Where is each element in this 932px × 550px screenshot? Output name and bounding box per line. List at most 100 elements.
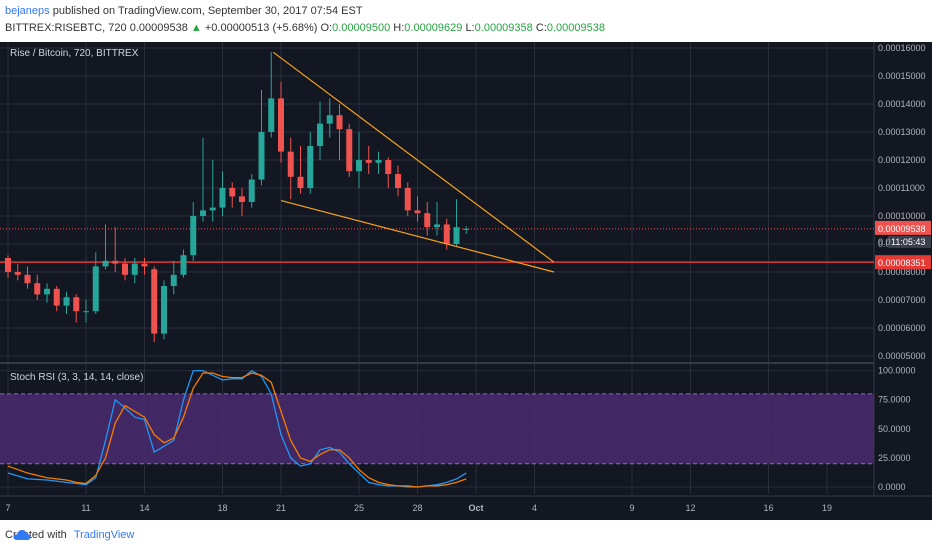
change-arrow-icon: ▲ (190, 22, 202, 34)
candle-body (5, 258, 11, 272)
chart-svg[interactable]: 0.00016000 0.00015000 0.00014000 0.00013000… (0, 42, 932, 520)
publish-header: bejaneps published on TradingView.com, S… (0, 0, 932, 42)
candle-body (112, 260, 119, 264)
candle-body (180, 255, 187, 275)
candle-body (209, 207, 216, 211)
candle-body (346, 129, 353, 172)
price-tick-label: 0.00016000 (878, 43, 926, 53)
partial-tick-label: 0.0 (878, 237, 891, 247)
price-change: +0.00000513 (+5.68%) (204, 22, 318, 34)
candle-body (404, 188, 411, 211)
price-tick-label: 0.00015000 (878, 71, 926, 81)
candle-body (365, 160, 372, 163)
candle-body (151, 269, 158, 334)
open-value: 0.00009500 (332, 22, 391, 34)
candle-body (161, 286, 167, 334)
candle-body (239, 196, 245, 202)
candle-body (395, 174, 401, 188)
time-tick-label: Oct (468, 503, 483, 513)
candle-body (34, 283, 41, 295)
time-tick-label: 4 (532, 503, 537, 513)
candle-body (463, 228, 470, 230)
candle-body (326, 115, 333, 124)
low-label: L: (465, 22, 475, 34)
candle-body (73, 297, 80, 312)
price-tick-label: 0.00008000 (878, 267, 926, 277)
low-value: 0.00009358 (474, 22, 533, 34)
time-tick-label: 18 (217, 503, 227, 513)
author-username[interactable]: bejaneps (5, 5, 50, 17)
candle-body (307, 146, 314, 188)
time-tick-label: 14 (139, 503, 149, 513)
candle-body (141, 263, 148, 267)
trendline-upper (272, 51, 555, 263)
rsi-tick-label: 100.0000 (878, 366, 916, 376)
time-tick-label: 21 (276, 503, 286, 513)
close-value: 0.00009538 (546, 22, 605, 34)
price-tick-label: 0.00012000 (878, 155, 926, 165)
candle-body (170, 274, 177, 286)
time-tick-label: 9 (629, 503, 634, 513)
candle-body (317, 123, 323, 146)
time-tick-label: 25 (354, 503, 364, 513)
candle-body (375, 160, 382, 163)
rsi-band (0, 393, 874, 464)
candle-body (83, 311, 89, 313)
chart-area[interactable]: 0.00016000 0.00015000 0.00014000 0.00013000… (0, 42, 932, 520)
candle-body (385, 160, 392, 174)
candle-body (219, 188, 226, 208)
time-tick-label: 12 (685, 503, 695, 513)
candle-body (190, 216, 197, 256)
price-tick-label: 0.00005000 (878, 351, 926, 361)
time-axis (0, 496, 932, 520)
published-line: bejaneps published on TradingView.com, S… (5, 5, 363, 17)
price-tick-label: 0.00006000 (878, 323, 926, 333)
footer: Created with TradingView (0, 520, 932, 550)
high-value: 0.00009629 (404, 22, 463, 34)
tradingview-cloud-icon[interactable] (13, 529, 31, 541)
candle-body (287, 151, 294, 177)
current-price-tag (875, 220, 931, 235)
candle-body (424, 213, 431, 228)
candle-body (414, 210, 421, 214)
price-tick-label: 0.00013000 (878, 127, 926, 137)
high-label: H: (393, 22, 405, 34)
countdown-label: 11:05:43 (891, 237, 925, 247)
candle-body (248, 179, 255, 202)
price-tick-label: 0.00007000 (878, 295, 926, 305)
rsi-tick-label: 75.0000 (878, 395, 911, 405)
time-tick-label: 11 (81, 503, 90, 513)
price-tick-label: 0.00014000 (878, 99, 926, 109)
candle-body (63, 297, 70, 306)
candle-body (278, 98, 284, 152)
ohlc-line: BITTREX:RISEBTC, 720 0.00009538 ▲ +0.000… (5, 22, 605, 34)
candle-body (102, 260, 109, 267)
time-tick-label: 19 (822, 503, 832, 513)
tradingview-brand[interactable]: TradingView (73, 529, 135, 542)
price-axis (874, 42, 932, 520)
candle-body (443, 224, 450, 244)
candle-body (336, 115, 343, 130)
time-tick-label: 28 (412, 503, 422, 513)
candle-body (14, 272, 21, 275)
published-text: published on TradingView.com, September … (49, 5, 363, 17)
candle-body (24, 274, 31, 284)
close-label: C: (535, 22, 547, 34)
candle-body (453, 227, 460, 244)
candle-body (44, 288, 50, 295)
candle-body (258, 132, 265, 180)
candle-body (200, 210, 206, 216)
support-price-tag (875, 255, 931, 270)
rsi-tick-label: 0.0000 (878, 482, 906, 492)
rsi-tick-label: 25.0000 (878, 453, 911, 463)
rsi-series-d (7, 372, 467, 488)
candle-body (92, 266, 99, 312)
support-price-label: 0.00008351 (878, 258, 926, 268)
candle-body (268, 98, 275, 132)
created-with: Created with TradingView (5, 529, 134, 541)
time-tick-label: 7 (5, 503, 10, 513)
open-label: O: (320, 22, 333, 34)
current-price-label: 0.00009538 (878, 224, 926, 234)
symbol-interval: BITTREX:RISEBTC, 720 (5, 22, 127, 34)
candle-body (434, 224, 440, 228)
